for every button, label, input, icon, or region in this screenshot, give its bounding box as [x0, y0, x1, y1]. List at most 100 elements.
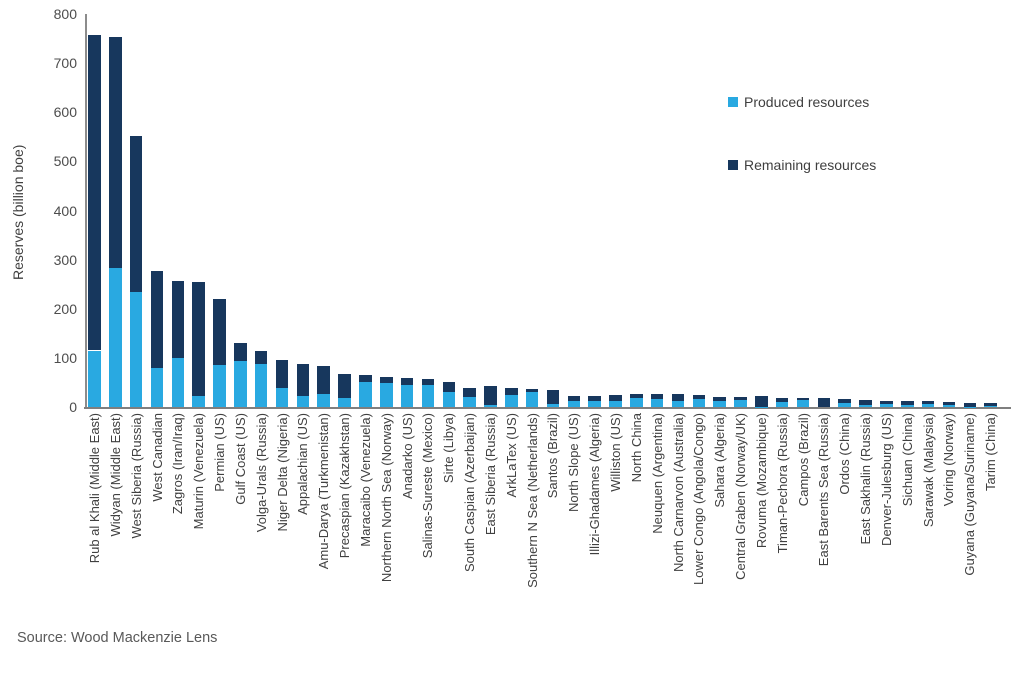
- bar-produced-segment: [775, 402, 789, 407]
- bar-remaining-segment: [588, 395, 601, 401]
- x-category-label: East Barents Sea (Russia): [816, 413, 832, 567]
- bar-produced-segment: [796, 400, 810, 407]
- bar-produced-segment: [275, 388, 289, 407]
- x-category-label: Sirte (Libya): [441, 413, 457, 484]
- bar-remaining-segment: [88, 35, 101, 351]
- bar-produced-segment: [296, 395, 310, 407]
- bar-produced-segment: [734, 399, 747, 407]
- x-category-label: Sarawak (Malaysia): [920, 413, 936, 528]
- y-axis-title: Reserves (billion boe): [10, 144, 26, 281]
- bar-produced-segment: [650, 398, 664, 407]
- x-category-label: Northern North Sea (Norway): [378, 413, 394, 583]
- bar-remaining-segment: [734, 397, 747, 400]
- bar-remaining-segment: [213, 298, 226, 366]
- x-category-label: Neuquen (Argentina): [649, 413, 665, 534]
- bar-remaining-segment: [129, 136, 143, 293]
- bar-remaining-segment: [275, 360, 289, 389]
- bar-remaining-segment: [400, 378, 414, 385]
- produced-legend-swatch-icon: [728, 97, 738, 107]
- bar-remaining-segment: [546, 389, 560, 405]
- bar-remaining-segment: [796, 397, 810, 401]
- legend-item-remaining: Remaining resources: [728, 157, 876, 173]
- x-category-label: Rovuma (Mozambique): [753, 413, 769, 549]
- x-category-label: Permian (US): [212, 413, 228, 492]
- bar-produced-segment: [880, 403, 893, 407]
- bar-remaining-segment: [317, 365, 330, 395]
- legend-label-produced: Produced resources: [744, 94, 870, 110]
- bar-produced-segment: [921, 403, 935, 407]
- bar-produced-segment: [567, 401, 581, 407]
- x-category-label: East Sakhalin (Russia): [858, 413, 874, 545]
- x-category-label: West Siberia (Russia): [128, 413, 144, 539]
- bar-remaining-segment: [859, 400, 872, 406]
- bar-remaining-segment: [609, 394, 622, 402]
- x-category-label: North Carnarvon (Australia): [670, 413, 686, 572]
- bar-remaining-segment: [442, 381, 456, 393]
- x-category-label: Gulf Coast (US): [232, 413, 248, 505]
- bar-remaining-segment: [650, 393, 664, 399]
- bar-remaining-segment: [630, 394, 643, 399]
- y-tick-label: 800: [53, 6, 77, 22]
- x-category-label: Maturin (Venezuela): [191, 413, 207, 530]
- x-category-label: Campos (Brazil): [795, 413, 811, 507]
- bar-produced-segment: [546, 404, 560, 407]
- bar-remaining-segment: [567, 395, 581, 402]
- bar-remaining-segment: [963, 402, 977, 407]
- bar-produced-segment: [442, 392, 456, 407]
- bar-remaining-segment: [817, 398, 831, 407]
- bar-remaining-segment: [234, 342, 247, 361]
- bar-produced-segment: [463, 397, 476, 407]
- x-category-label: ArkLaTex (US): [503, 413, 519, 498]
- bar-produced-segment: [630, 398, 643, 407]
- bar-remaining-segment: [525, 388, 539, 393]
- bar-produced-segment: [213, 365, 226, 407]
- remaining-legend-swatch-icon: [728, 160, 738, 170]
- x-axis-line: [84, 407, 1011, 409]
- y-tick-label: 200: [53, 300, 77, 317]
- legend-item-produced: Produced resources: [728, 94, 869, 110]
- bar-produced-segment: [859, 405, 872, 407]
- x-category-label: Santos (Brazil): [545, 413, 561, 499]
- bar-remaining-segment: [901, 401, 914, 405]
- x-category-label: Niger Delta (Nigeria): [274, 413, 290, 532]
- bar-remaining-segment: [713, 397, 726, 401]
- bar-remaining-segment: [671, 393, 685, 401]
- x-category-label: Appalachian (US): [295, 413, 311, 515]
- bar-produced-segment: [88, 350, 101, 407]
- x-category-label: Ordos (China): [837, 413, 853, 495]
- x-category-label: Denver-Julesburg (US): [878, 413, 894, 546]
- bar-remaining-segment: [984, 403, 997, 406]
- bar-produced-segment: [505, 395, 518, 407]
- bar-remaining-segment: [296, 364, 310, 396]
- bar-remaining-segment: [692, 394, 706, 399]
- x-category-label: Central Graben (Norway/UK): [733, 413, 749, 580]
- bar-produced-segment: [421, 385, 435, 407]
- bar-produced-segment: [359, 382, 372, 407]
- bar-produced-segment: [109, 267, 122, 407]
- bar-produced-segment: [234, 360, 247, 407]
- x-category-label: Sichuan (China): [899, 413, 915, 507]
- x-category-label: West Canadian: [149, 413, 165, 502]
- bar-remaining-segment: [755, 396, 768, 407]
- bar-produced-segment: [525, 392, 539, 407]
- bar-remaining-segment: [192, 282, 205, 396]
- y-tick-label: 500: [53, 153, 77, 170]
- x-category-label: Southern N Sea (Netherlands): [524, 413, 540, 588]
- bar-produced-segment: [984, 405, 997, 407]
- bar-produced-segment: [671, 400, 685, 407]
- bar-remaining-segment: [150, 270, 164, 369]
- y-tick-label: 600: [53, 104, 77, 121]
- x-category-label: Sahara (Algeria): [712, 413, 728, 508]
- bar-remaining-segment: [171, 281, 185, 359]
- x-category-label: Widyan (Middle East): [107, 413, 123, 537]
- x-category-label: Guyana (Guyana/Suriname): [962, 413, 978, 576]
- bar-produced-segment: [713, 400, 726, 407]
- bar-remaining-segment: [380, 377, 393, 384]
- bar-produced-segment: [484, 404, 497, 407]
- y-tick-label: 100: [53, 349, 77, 366]
- bar-remaining-segment: [359, 375, 372, 383]
- bar-remaining-segment: [921, 401, 935, 404]
- x-category-label: Amu-Darya (Turkmenistan): [316, 413, 332, 570]
- bar-remaining-segment: [463, 387, 476, 398]
